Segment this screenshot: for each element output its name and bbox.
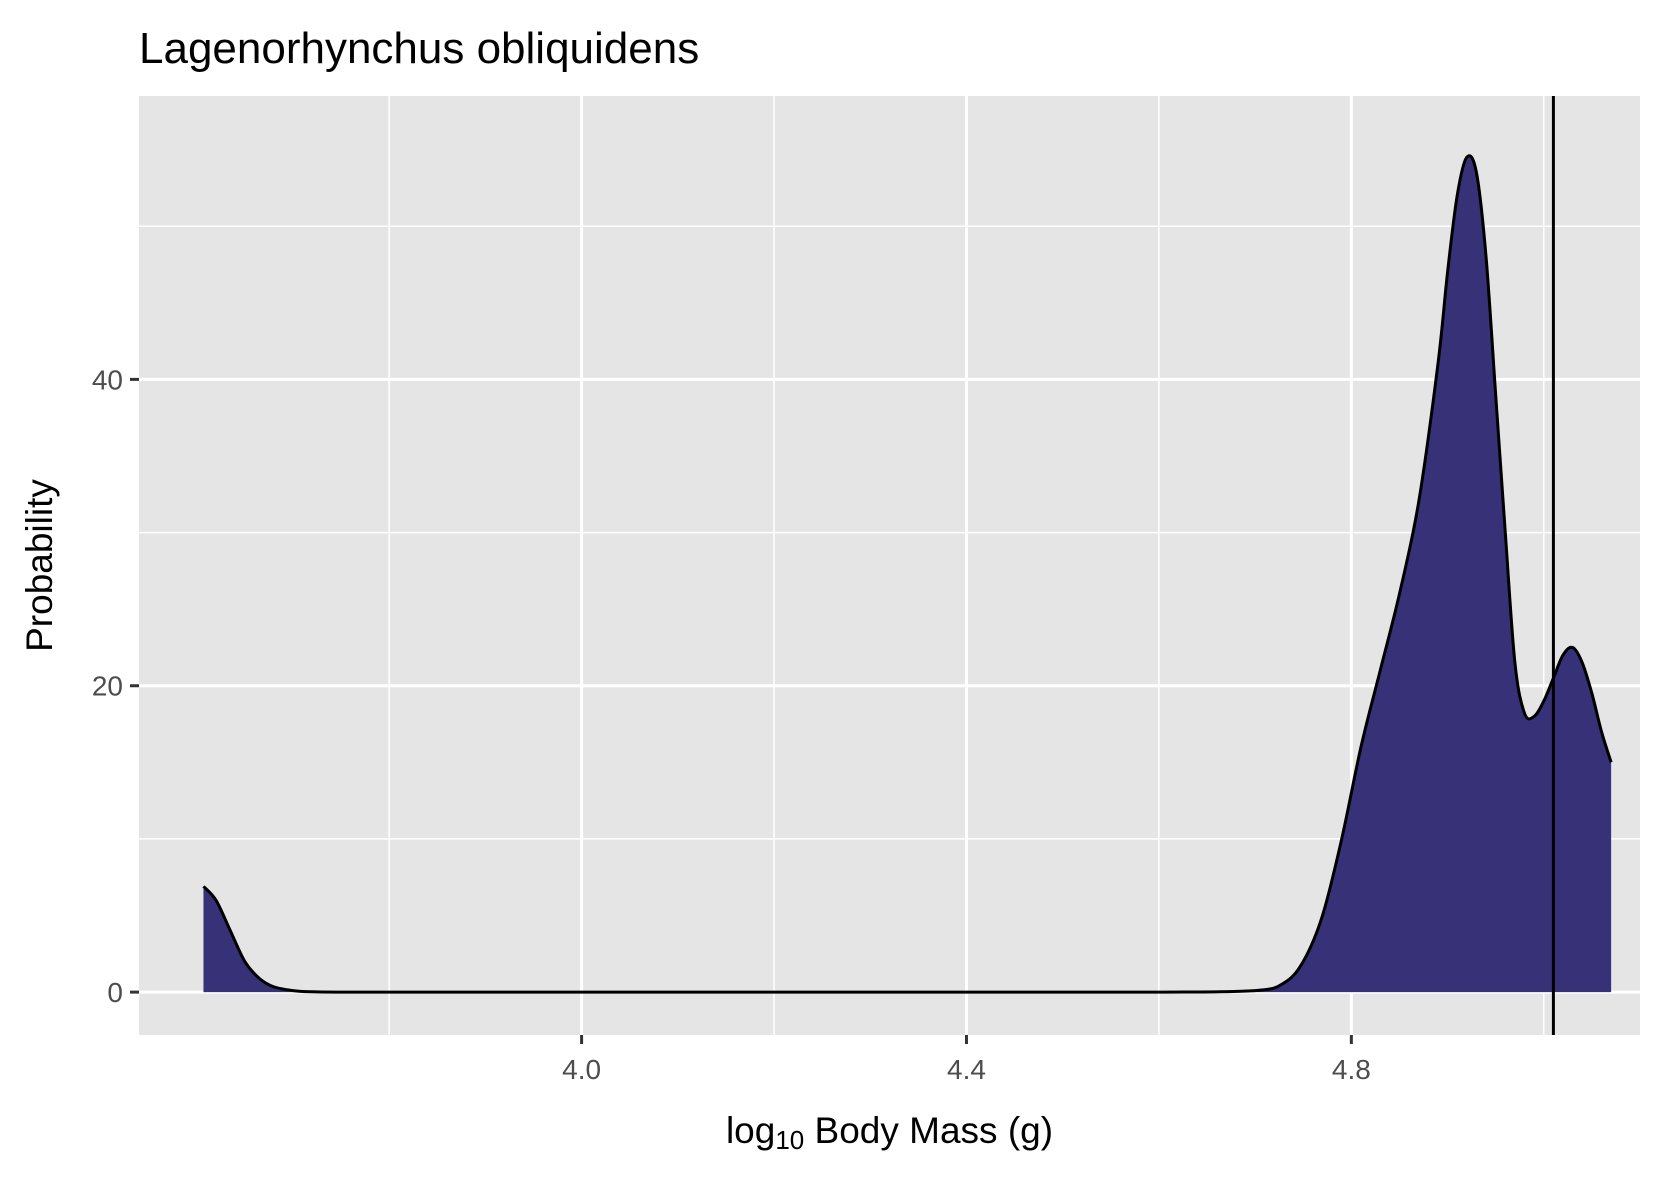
- y-tick-label: 20: [92, 671, 123, 702]
- density-outline: [202, 154, 1613, 994]
- y-tick-label: 40: [92, 364, 123, 395]
- axis-ticks: 4.0 4.4 4.8 0 20 40: [92, 364, 1371, 1085]
- x-axis-title: log10 Body Mass (g): [726, 1110, 1053, 1155]
- x-axis-title-suffix: Body Mass (g): [804, 1110, 1053, 1151]
- y-tick-label: 0: [107, 977, 123, 1008]
- x-tick-label: 4.4: [947, 1054, 986, 1085]
- x-axis-title-subscript: 10: [775, 1125, 804, 1155]
- x-axis-title-prefix: log: [726, 1110, 775, 1151]
- minor-gridlines: [139, 96, 1640, 1035]
- y-axis-title: Probability: [19, 479, 60, 652]
- density-area: [203, 155, 1612, 993]
- x-tick-label: 4.0: [562, 1054, 601, 1085]
- chart-title: Lagenorhynchus obliquidens: [139, 24, 699, 73]
- x-tick-label: 4.8: [1332, 1054, 1371, 1085]
